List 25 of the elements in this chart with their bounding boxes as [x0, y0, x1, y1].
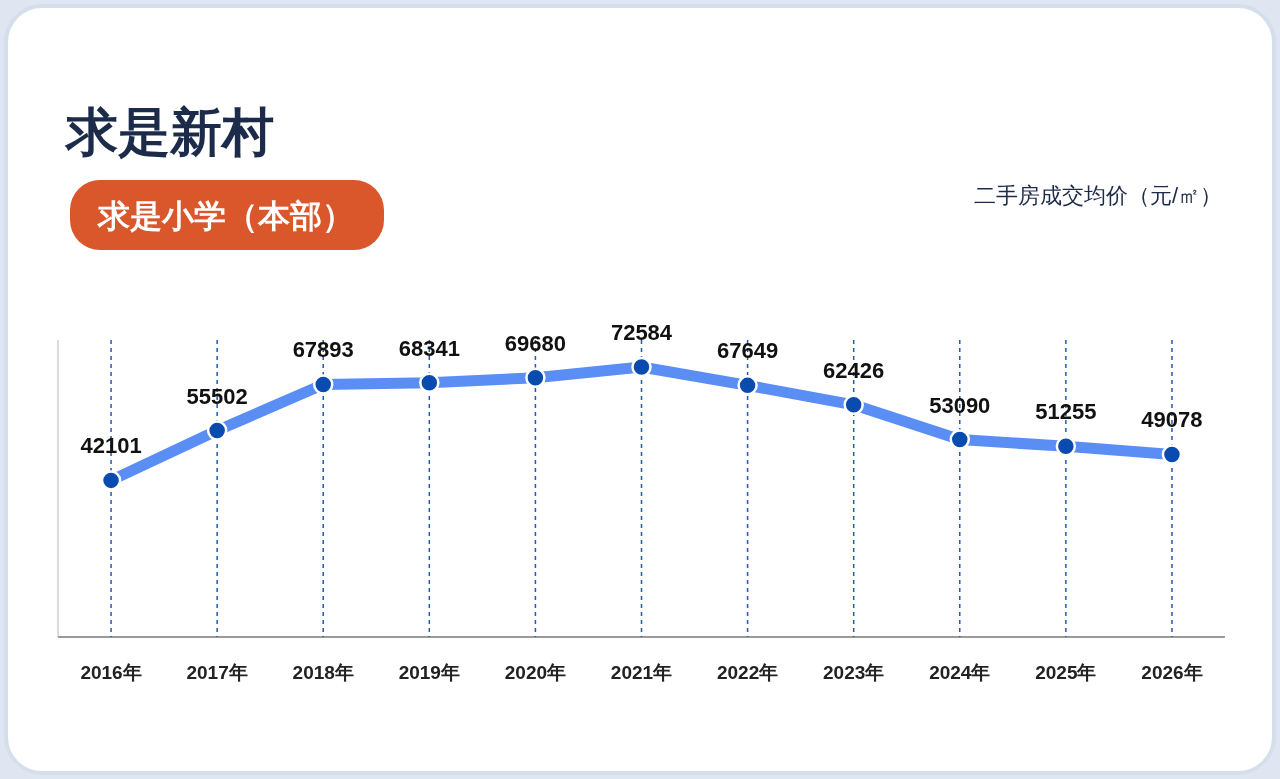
chart-subtitle: 求是小学（本部）: [96, 198, 354, 234]
x-tick-label: 2024年: [929, 662, 991, 683]
x-tick-label: 2022年: [716, 662, 779, 683]
data-label: 42101: [80, 433, 142, 459]
data-label: 62426: [823, 357, 885, 383]
data-label: 51255: [1035, 399, 1097, 425]
x-tick-label: 2026年: [1141, 662, 1203, 683]
x-tick-label: 2016年: [80, 662, 142, 683]
data-label: 67649: [717, 338, 779, 364]
x-tick-label: 2019年: [398, 662, 460, 683]
data-label: 68341: [398, 335, 460, 361]
data-label: 49078: [1141, 407, 1203, 433]
data-label: 53090: [929, 392, 991, 418]
x-tick-label: 2018年: [292, 662, 354, 683]
data-label: 69680: [504, 330, 566, 356]
x-tick-label: 2021年: [610, 662, 673, 683]
data-label: 67893: [292, 337, 354, 363]
x-tick-label: 2020年: [504, 662, 567, 683]
text: 二手房成交均价（元/㎡）: [973, 183, 1222, 208]
data-label: 55502: [186, 383, 248, 409]
x-tick-label: 2017年: [186, 662, 248, 683]
data-label: 72584: [610, 320, 673, 345]
x-tick-label: 2025年: [1035, 662, 1097, 683]
x-tick-label: 2023年: [823, 662, 885, 683]
chart-title: 求是新村: [64, 103, 274, 161]
